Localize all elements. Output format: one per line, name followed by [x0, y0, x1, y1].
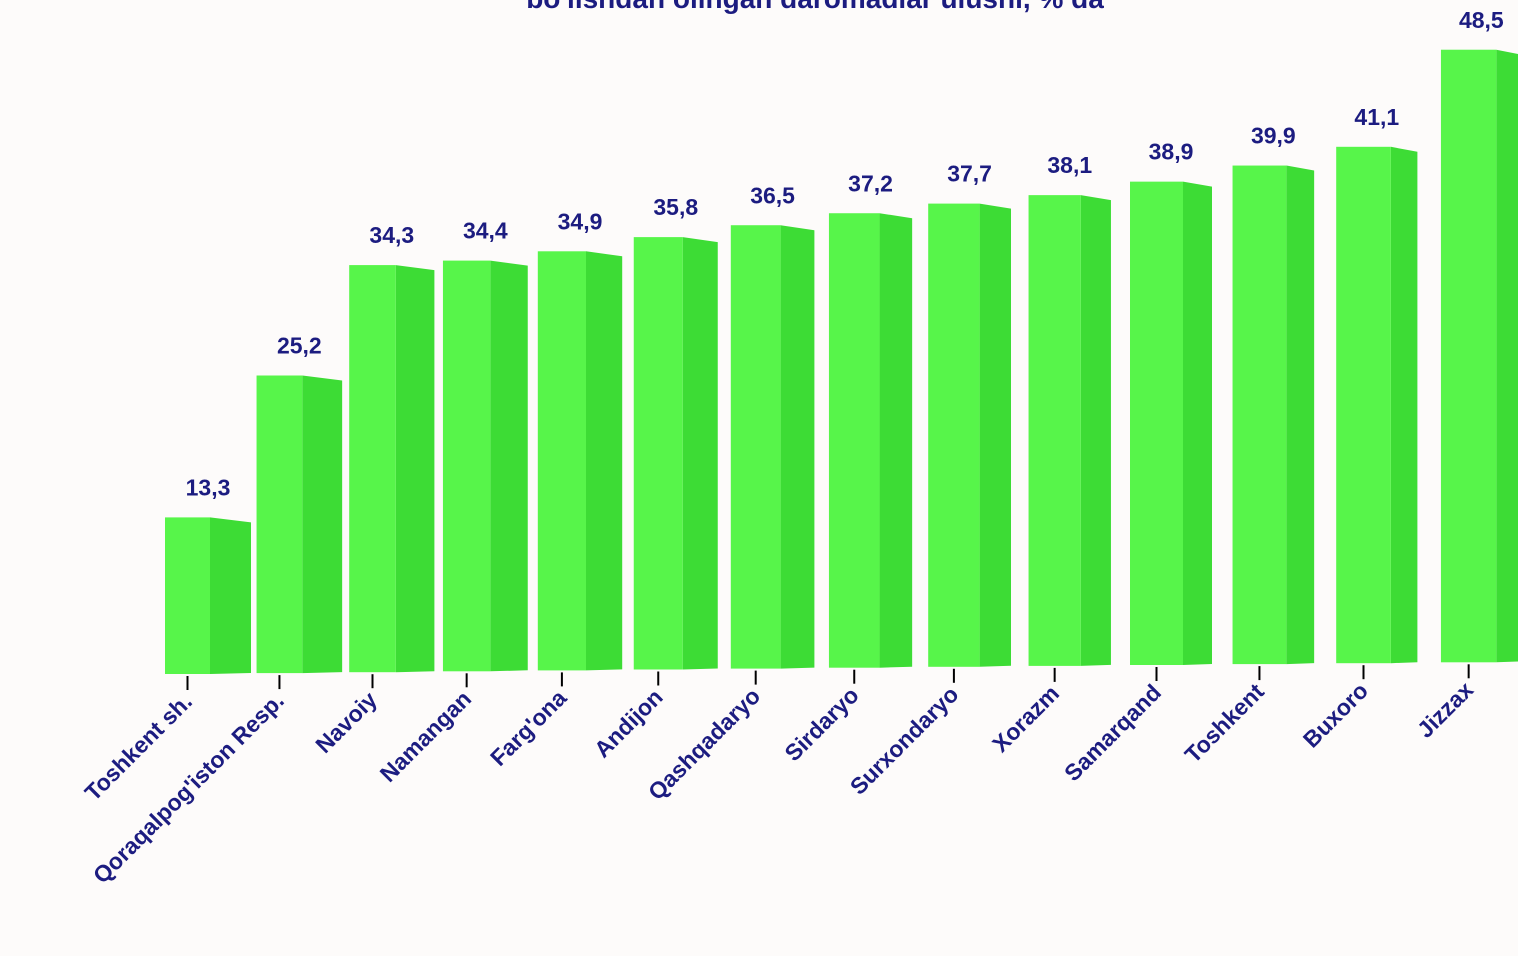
bar-front	[730, 225, 781, 669]
x-tick-label: Sirdaryo	[779, 682, 863, 766]
value-label: 37,2	[848, 170, 893, 196]
x-tick-label: Farg'ona	[485, 684, 572, 771]
bar-side	[979, 203, 1011, 667]
x-tick-label: Namangan	[375, 685, 477, 787]
bar-front	[1440, 49, 1497, 663]
bar-front	[1130, 181, 1183, 665]
bar-front	[1028, 195, 1081, 666]
bar-side	[1080, 195, 1111, 666]
value-label: 34,3	[369, 222, 414, 248]
bar-side	[682, 237, 718, 670]
bar-front	[1232, 165, 1287, 665]
bar-front	[349, 265, 396, 673]
bar-front	[633, 237, 683, 670]
value-label: 38,9	[1149, 139, 1194, 165]
x-tick-label: Surxondaryo	[845, 681, 964, 800]
bar	[828, 213, 913, 668]
bar-side	[302, 375, 343, 674]
value-label: 41,1	[1354, 104, 1399, 130]
value-label: 37,7	[947, 161, 992, 187]
bar-side	[586, 251, 623, 671]
bar-front	[165, 517, 210, 674]
bar	[730, 225, 815, 669]
value-label: 38,1	[1047, 152, 1092, 178]
bar	[442, 260, 528, 672]
value-label: 48,5	[1459, 7, 1504, 33]
bar-side	[1183, 181, 1212, 665]
x-tick-label: Jizzax	[1412, 676, 1478, 742]
bar	[633, 237, 718, 670]
bar-side	[780, 225, 815, 669]
value-label: 13,3	[186, 474, 231, 500]
bar-side	[395, 265, 435, 673]
bar-side	[1390, 146, 1418, 664]
bar	[1028, 195, 1111, 666]
bar	[928, 203, 1011, 667]
bar-front	[256, 375, 303, 674]
bar	[1440, 49, 1518, 663]
chart-title: bo'lishdan olingan daromadlar ulushi, % …	[526, 0, 1104, 14]
bar	[256, 375, 343, 674]
bar-front	[828, 213, 880, 668]
bar	[1336, 146, 1418, 664]
x-tick-label: Navoiy	[310, 686, 382, 758]
bar	[1232, 165, 1315, 665]
bar-front	[1336, 146, 1391, 664]
x-tick-label: Buxoro	[1298, 677, 1373, 752]
bar	[165, 517, 251, 674]
value-label: 34,4	[463, 218, 508, 244]
bar-side	[490, 260, 528, 672]
bar	[349, 265, 435, 673]
value-label: 25,2	[277, 333, 322, 359]
x-tick-label: Toshkent	[1180, 678, 1270, 768]
x-tick-label: Samarqand	[1059, 679, 1166, 786]
value-label: 35,8	[653, 194, 698, 220]
x-tick-label: Andijon	[589, 684, 668, 763]
bar-front	[928, 203, 980, 667]
bar-front	[442, 260, 491, 672]
bar-side	[879, 213, 913, 668]
bar-side	[1286, 165, 1315, 665]
x-tick-label: Xorazm	[987, 680, 1064, 757]
bar-side	[210, 517, 251, 674]
value-label: 36,5	[750, 182, 795, 208]
bar	[1130, 181, 1212, 665]
bar	[537, 251, 623, 671]
bar-front	[537, 251, 586, 671]
value-label: 39,9	[1251, 123, 1296, 149]
x-tick-label: Qoraqalpog'iston Resp.	[88, 687, 289, 888]
value-label: 34,9	[558, 208, 603, 234]
bar-side	[1496, 49, 1518, 663]
